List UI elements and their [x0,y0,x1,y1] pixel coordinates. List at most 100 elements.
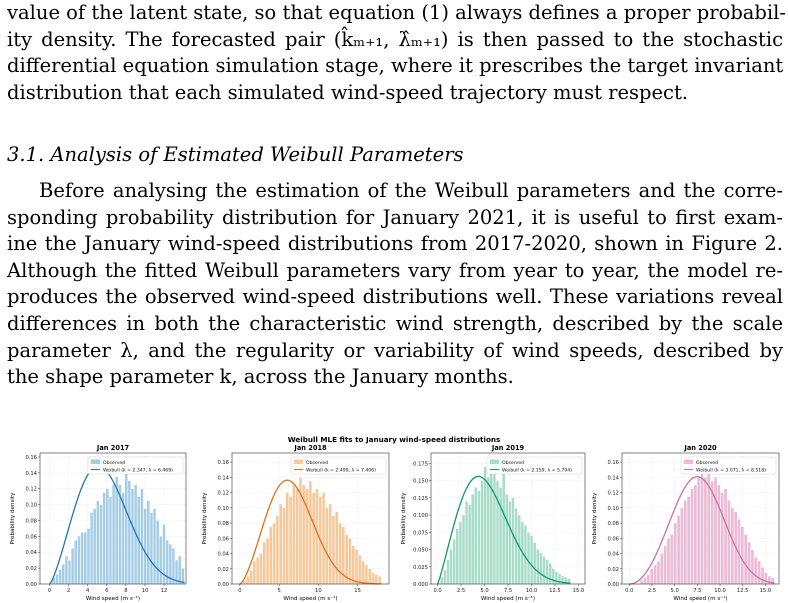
histogram-bar [650,568,654,585]
histogram-bar [646,574,650,585]
section-heading: 3.1. Analysis of Estimated Weibull Param… [7,143,464,166]
axes-frame [621,452,780,585]
text-line: Before analysing the estimation of the W… [39,179,783,202]
histogram-bar [331,515,336,585]
histogram-bar [760,567,765,585]
histogram-bar [279,503,283,585]
histogram-bar [90,512,94,585]
histogram-bar [703,477,708,585]
histogram-bar [449,549,453,585]
histogram-bar [269,526,273,585]
legend-weibull-label: Weibull (k = 3.071, λ = 8.518) [696,467,766,473]
text-line: ity density. The forecasted pair (k̂ₘ₊₁,… [7,27,783,51]
histogram-bar [446,559,450,585]
y-tick-label: 0.16 [607,460,619,466]
histogram-bar [256,557,260,585]
histogram-bar [656,561,661,585]
x-tick-label: 2.5 [457,588,465,594]
histogram-bar [511,497,515,585]
y-tick-label: 0.04 [25,550,37,556]
x-tick-label: 0.0 [625,588,633,594]
histogram-bar [315,488,319,585]
histogram-bar [312,492,316,585]
histogram-bar [680,507,684,585]
histogram-bar [717,484,721,585]
chart-panel: 0.00 0.02 0.04 0.06 0.08 0.10 0.12 0.14 0.16 0.0 2… [592,444,780,602]
histogram-bar [471,494,475,585]
x-tick-label: 10.0 [714,588,726,594]
x-tick-label: 7.5 [504,588,512,594]
x-tick-label: 8 [124,588,127,594]
histogram-bar [127,480,131,585]
histogram-bar [693,484,697,585]
histogram-bar [687,496,691,585]
legend-observed-label: Observed [103,460,125,466]
weibull-curve [436,475,571,585]
histogram-bar [74,540,78,585]
y-tick-label: 0.06 [607,536,619,542]
legend-observed-label: Observed [306,460,328,466]
histogram-bar [477,490,481,585]
histogram-bar [508,501,512,585]
histogram-bar [496,480,499,585]
y-tick-label: 0.125 [413,496,428,502]
histogram-bar [80,532,84,585]
histogram-bar [747,541,751,585]
legend-box [486,456,583,475]
histogram-bar [348,538,352,585]
text-line: Although the fitted Weibull parameters v… [7,258,783,282]
paragraph-1: value of the latent state, so that equat… [7,0,786,106]
x-tick-label: 0 [48,588,51,594]
text-line: differential equation simulation stage, … [7,54,784,78]
histogram-bar [530,535,534,585]
histogram-bar [723,488,728,585]
legend-weibull-label: Weibull (k = 2.347, λ = 6.469) [103,467,173,473]
histogram-bar [105,488,109,585]
y-tick-label: 0.12 [607,491,619,497]
x-tick-label: 5 [277,588,280,594]
x-tick-label: 4 [86,588,90,594]
histogram-bar [670,534,674,585]
histogram-bar [527,532,530,585]
histogram-bar [289,496,293,585]
histogram-bar [452,539,456,585]
histogram-bar [295,488,299,585]
histogram-bar [764,572,768,585]
y-tick-label: 0.04 [217,552,229,558]
histogram-bar [458,521,462,585]
histogram-bar [663,545,667,585]
histogram-bar [465,501,469,585]
histogram-bar [554,571,558,585]
y-axis-label: Probability density [10,492,16,545]
legend-box [87,456,184,475]
y-tick-label: 0.10 [217,506,229,512]
histogram-bar [499,487,503,585]
y-tick-label: 0.150 [413,479,428,485]
histogram-bar [282,507,286,585]
histogram-bar [178,556,182,585]
histogram-bar [643,577,647,585]
x-tick-label: 5.0 [671,588,679,594]
legend-observed-swatch [294,459,303,464]
histogram-bar [750,549,755,585]
histogram-bar [666,538,671,585]
histogram-bar [131,488,135,585]
y-tick-label: 0.10 [25,503,37,509]
legend-weibull-label: Weibull (k = 2.499, λ = 7.406) [306,467,376,473]
histogram-bar [93,508,97,585]
histogram-bar [539,552,543,585]
y-tick-label: 0.075 [413,530,428,536]
legend-observed-swatch [490,459,499,464]
x-tick-label: 10.0 [526,588,538,594]
x-tick-label: 15.0 [573,588,585,594]
x-tick-label: 5.0 [480,588,488,594]
histogram-bar [71,548,75,585]
histogram-bar [262,541,266,585]
x-tick-label: 2.5 [648,588,656,594]
axes-frame [231,452,390,585]
x-tick-label: 2 [67,588,70,594]
chart-panel: 0.000 0.025 0.050 0.075 0.100 0.125 0.150 0.175… [401,444,586,602]
histogram-bar [713,477,718,585]
histogram-bar [328,503,332,585]
x-tick-label: 10 [142,588,149,594]
